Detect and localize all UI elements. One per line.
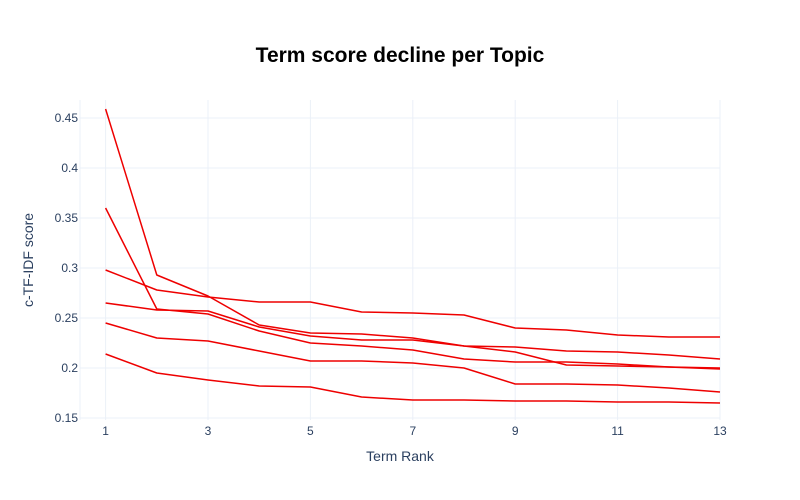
y-tick-label: 0.2: [61, 361, 78, 375]
series-line-2: [104, 207, 721, 370]
y-tick-label: 0.35: [55, 211, 79, 225]
series-line-3: [105, 269, 720, 338]
x-tick-label: 7: [409, 424, 416, 438]
y-tick-label: 0.25: [55, 311, 79, 325]
grid: [79, 100, 721, 420]
x-tick-label: 1: [102, 424, 109, 438]
y-tick-label: 0.4: [61, 161, 78, 175]
series-lines: [104, 108, 721, 404]
series-line-5: [105, 322, 721, 393]
y-tick-label: 0.15: [55, 411, 79, 425]
x-axis-label: Term Rank: [366, 448, 434, 464]
x-tick-label: 11: [611, 424, 624, 438]
series-line-4: [105, 302, 721, 360]
x-tick-label: 9: [512, 424, 519, 438]
x-tick-label: 5: [307, 424, 314, 438]
y-axis-label: c-TF-IDF score: [20, 212, 36, 308]
y-tick-label: 0.45: [55, 111, 79, 125]
series-line-6: [105, 353, 721, 404]
y-tick-label: 0.3: [61, 261, 78, 275]
chart-title: Term score decline per Topic: [255, 44, 545, 67]
tick-labels: 1 3 5 7 9 11 130.150.20.250.30.350.40.45: [55, 111, 727, 438]
series-line-1: [104, 108, 721, 369]
x-tick-label: 3: [205, 424, 212, 438]
x-tick-label: 13: [713, 424, 727, 438]
